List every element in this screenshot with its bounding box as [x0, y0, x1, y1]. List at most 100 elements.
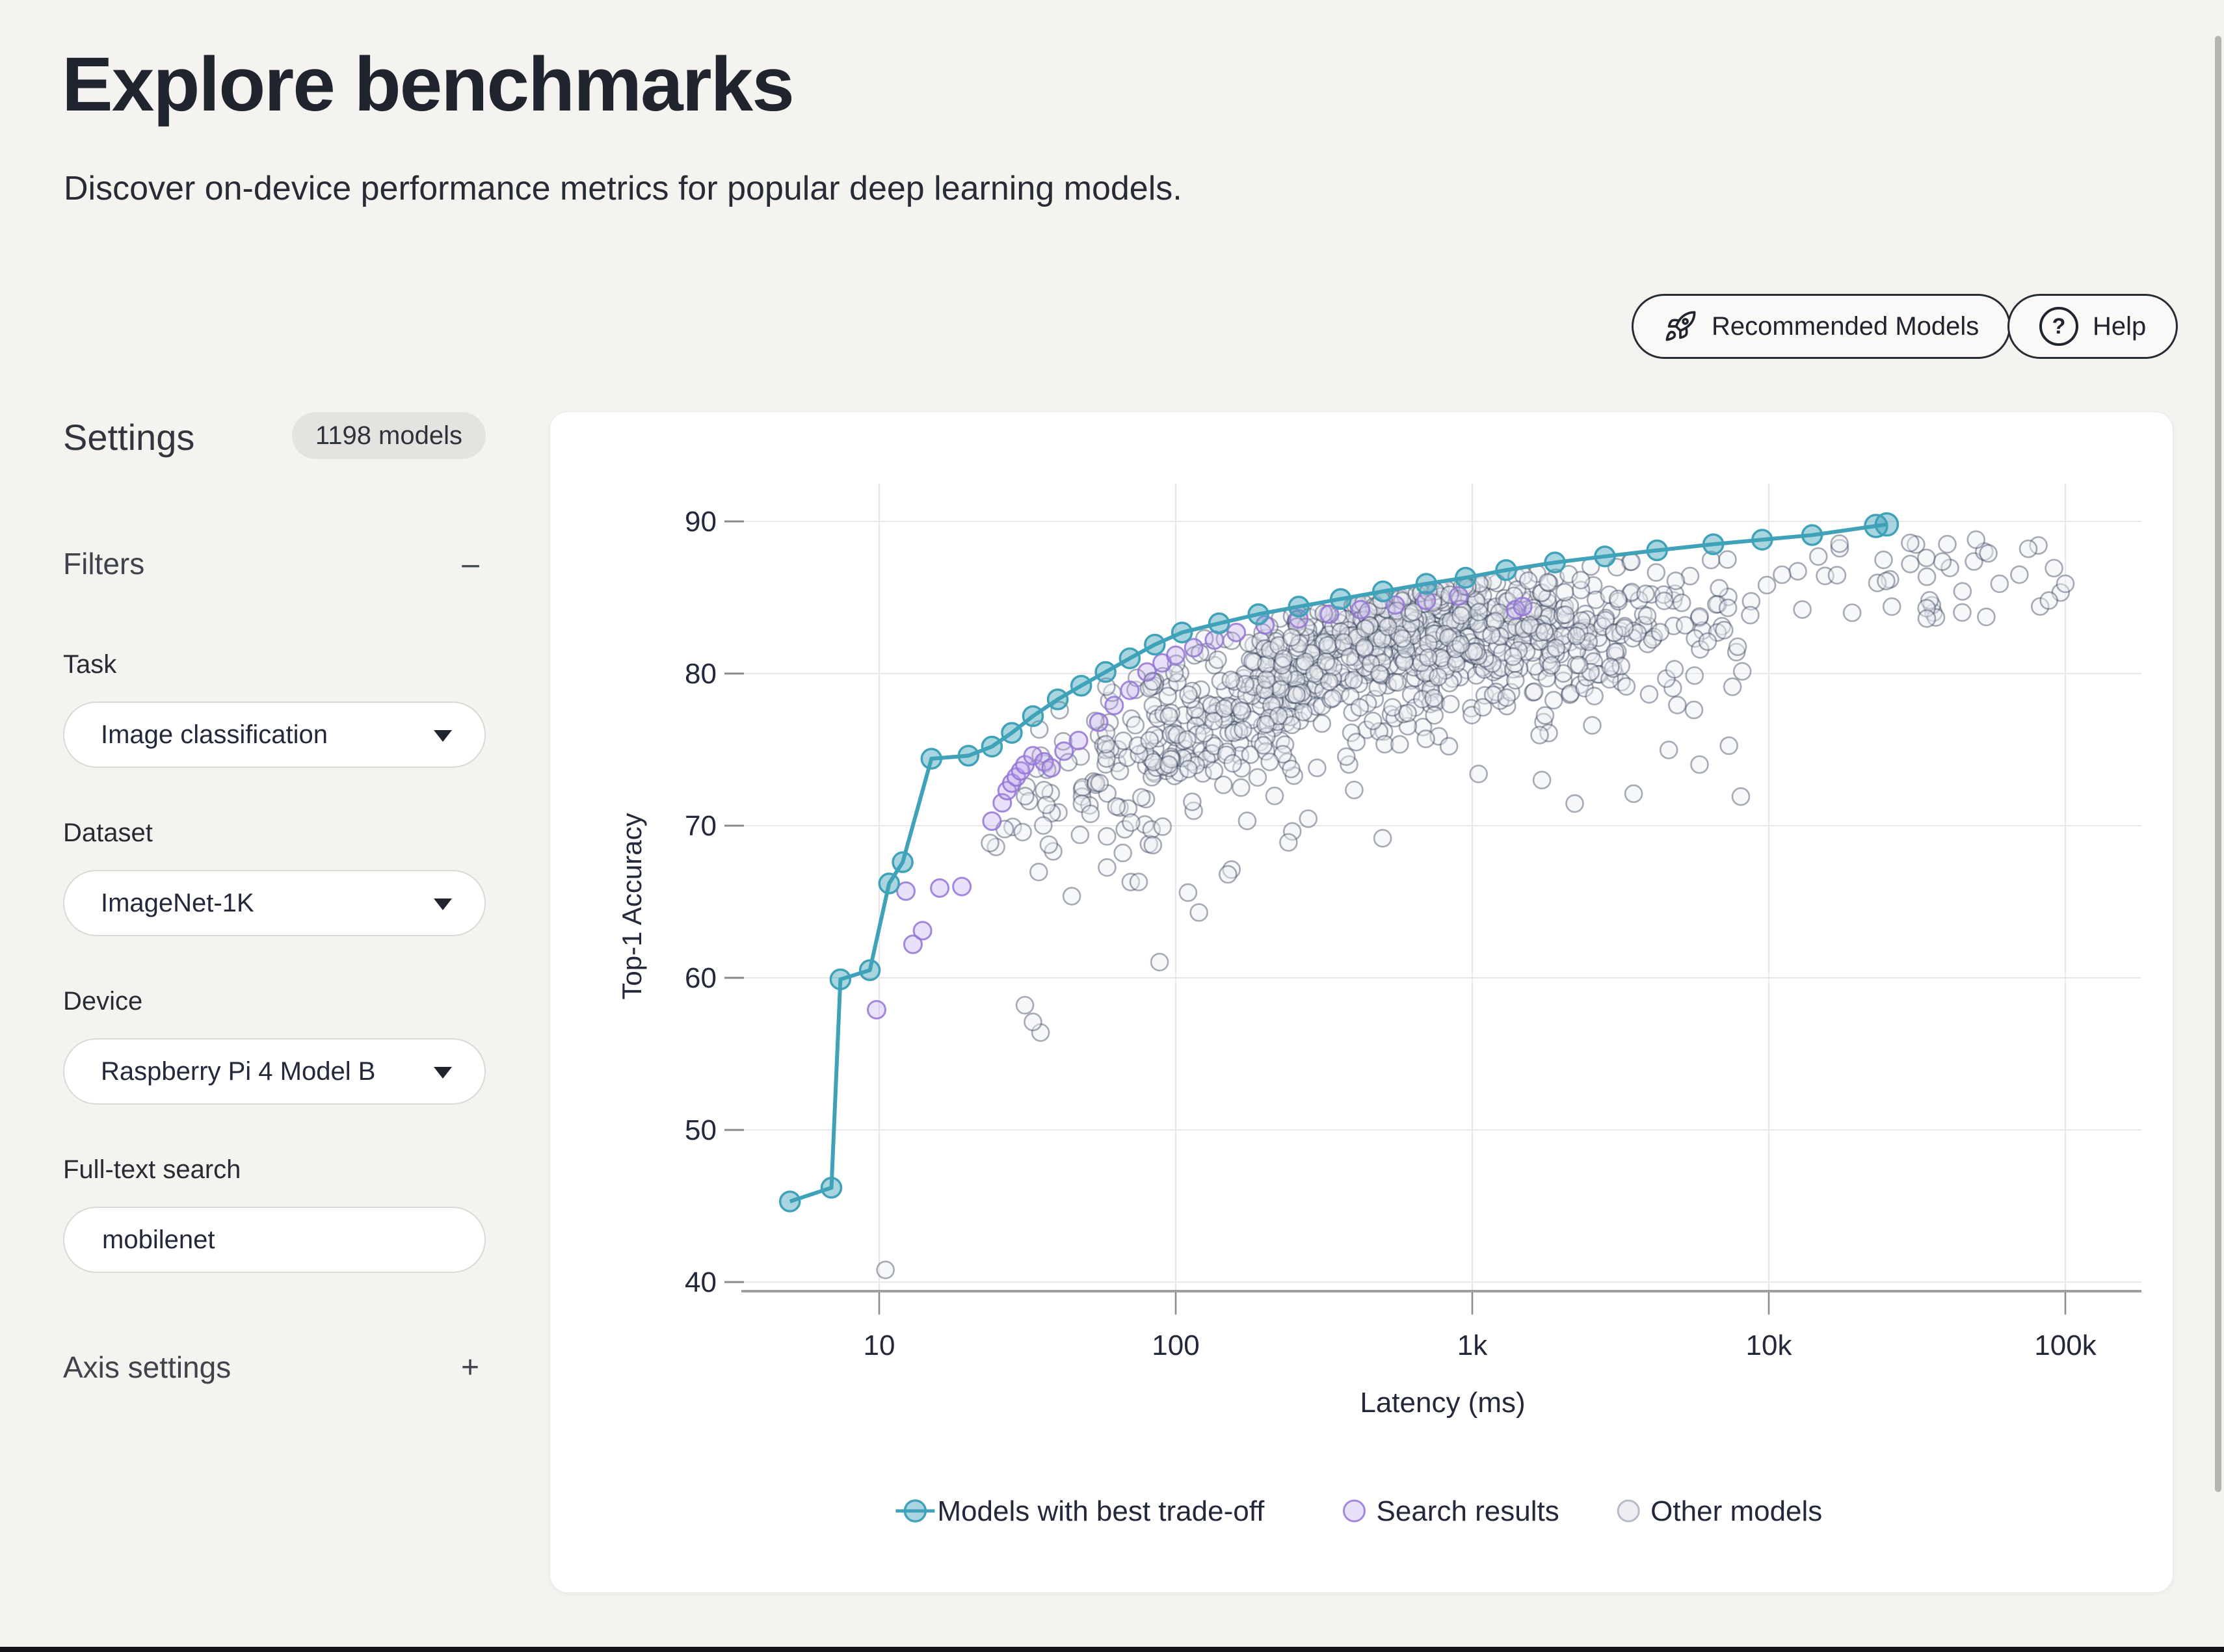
other-model-point	[1285, 666, 1304, 685]
other-model-point	[1433, 597, 1453, 616]
other-model-point	[1262, 661, 1282, 680]
other-model-point	[1554, 599, 1572, 618]
other-model-point	[1621, 584, 1640, 603]
x-axis-tick-label: 10	[864, 1330, 895, 1361]
other-model-point	[1115, 820, 1134, 839]
other-model-point	[1275, 688, 1295, 708]
other-model-point	[1251, 690, 1270, 709]
recommended-models-button[interactable]: Recommended Models	[1632, 294, 2011, 359]
other-model-point	[1486, 612, 1505, 631]
other-model-point	[1360, 642, 1380, 661]
other-model-point	[1401, 617, 1420, 636]
other-model-point	[1097, 677, 1116, 696]
other-model-point	[1530, 726, 1549, 744]
search-result-point	[1416, 590, 1436, 610]
other-model-point	[1178, 883, 1198, 902]
other-model-point	[1224, 723, 1243, 742]
other-model-point	[1438, 657, 1457, 675]
other-model-point	[1793, 600, 1812, 619]
help-button[interactable]: ? Help	[2007, 294, 2178, 359]
other-model-point	[1450, 631, 1468, 651]
other-model-point	[1188, 725, 1207, 744]
other-model-point	[1565, 794, 1584, 813]
other-model-point	[1979, 544, 1998, 563]
other-model-point	[1228, 679, 1247, 698]
other-model-point	[1401, 671, 1421, 690]
other-model-point	[1459, 626, 1479, 646]
other-model-point	[1323, 688, 1342, 708]
fulltext-search-field[interactable]	[63, 1207, 486, 1273]
other-models-points[interactable]	[876, 530, 2075, 1279]
other-model-point	[1361, 654, 1381, 673]
other-model-point	[1917, 609, 1937, 628]
vertical-scrollbar[interactable]	[2215, 36, 2221, 1492]
benchmark-chart-card: 40 50 60 70 80 90 10 100 1k 10k 100k Latency (ms) To…	[549, 412, 2173, 1593]
other-model-point	[1457, 609, 1476, 628]
other-model-point	[1312, 714, 1332, 733]
pareto-point	[1094, 661, 1117, 683]
dataset-dropdown-value: ImageNet-1K	[101, 888, 254, 917]
axis-settings-expand-toggle[interactable]: +	[460, 1350, 479, 1385]
other-model-point	[1685, 666, 1704, 685]
other-model-point	[1431, 648, 1450, 668]
other-model-point	[1535, 622, 1554, 642]
other-model-point	[1475, 686, 1494, 705]
help-label: Help	[2093, 311, 2147, 341]
other-model-point	[1924, 603, 1943, 622]
other-model-point	[1421, 694, 1440, 714]
filters-collapse-toggle[interactable]: –	[462, 547, 479, 581]
other-model-point	[1440, 674, 1459, 692]
other-model-point	[1608, 642, 1627, 661]
other-model-point	[1358, 635, 1377, 655]
other-model-point	[1350, 629, 1369, 648]
other-model-point	[1143, 672, 1162, 691]
other-model-point	[1345, 628, 1364, 648]
other-model-point	[1202, 733, 1221, 753]
fulltext-search-input[interactable]	[101, 1224, 452, 1255]
other-model-point	[1161, 725, 1181, 744]
pareto-point	[1119, 647, 1141, 670]
other-model-point	[1330, 684, 1350, 703]
other-model-point	[1132, 788, 1151, 807]
other-model-point	[1148, 709, 1167, 728]
other-model-point	[2010, 565, 2029, 584]
y-axis-tick-label: 80	[685, 658, 717, 690]
other-model-point	[1424, 621, 1444, 640]
other-model-point	[1412, 653, 1431, 672]
pareto-point	[1208, 612, 1230, 635]
other-model-point	[1374, 722, 1394, 741]
search-result-point	[1226, 622, 1247, 642]
other-model-point	[1431, 625, 1450, 644]
other-model-point	[1639, 685, 1659, 704]
other-model-point	[1070, 825, 1090, 845]
other-model-point	[1029, 863, 1048, 882]
device-dropdown[interactable]: Raspberry Pi 4 Model B	[63, 1038, 486, 1105]
other-model-point	[1680, 566, 1700, 586]
other-model-point	[1712, 616, 1732, 636]
other-model-point	[1344, 670, 1363, 690]
other-model-point	[1407, 642, 1426, 662]
other-model-point	[1490, 691, 1510, 710]
pareto-line	[789, 522, 1887, 1203]
other-model-point	[1094, 736, 1113, 755]
search-result-point	[1068, 730, 1089, 750]
other-model-point	[1526, 657, 1544, 676]
benchmark-scatter-chart[interactable]: 40 50 60 70 80 90 10 100 1k 10k 100k Latency (ms) To…	[550, 412, 2173, 1592]
other-model-point	[1360, 662, 1380, 681]
pareto-point	[778, 1190, 801, 1213]
other-model-point	[1149, 729, 1168, 748]
other-model-point	[1098, 858, 1117, 877]
other-model-point	[1016, 787, 1035, 806]
other-model-point	[1522, 618, 1542, 637]
other-model-point	[1757, 575, 1777, 595]
other-model-point	[1429, 668, 1448, 687]
other-model-point	[1917, 599, 1936, 618]
other-model-point	[1281, 707, 1301, 727]
pareto-front-series[interactable]	[778, 512, 1900, 1213]
other-model-point	[1222, 860, 1241, 879]
dataset-dropdown[interactable]: ImageNet-1K	[63, 870, 486, 936]
task-dropdown[interactable]: Image classification	[63, 701, 486, 768]
other-model-point	[1388, 673, 1407, 692]
other-model-point	[1570, 675, 1590, 694]
search-results-points[interactable]	[866, 586, 1533, 1020]
